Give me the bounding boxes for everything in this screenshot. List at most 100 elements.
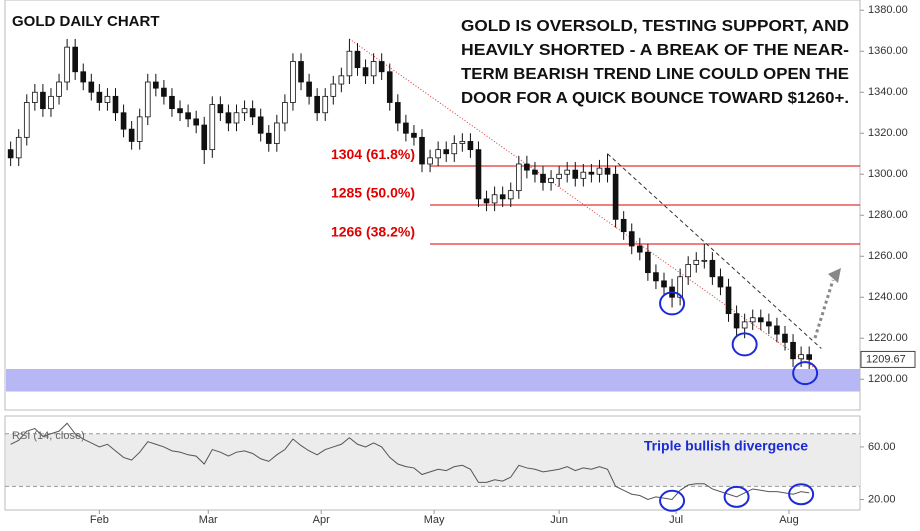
candle-body <box>806 354 813 360</box>
candle-body <box>443 149 450 155</box>
candle-body <box>612 173 619 220</box>
candle-body <box>766 321 772 327</box>
candle-body <box>274 122 280 144</box>
y-tick-label: 1340.00 <box>868 86 908 98</box>
candle-body <box>653 272 659 282</box>
y-tick-label: 1220.00 <box>868 332 908 344</box>
candle-body <box>588 171 595 175</box>
x-tick-label: Aug <box>779 514 799 526</box>
x-tick-label: Jul <box>669 514 683 526</box>
rsi-label: RSI (14, close) <box>12 430 85 442</box>
candle-body <box>556 173 562 179</box>
annotation: GOLD IS OVERSOLD, TESTING SUPPORT, AND <box>461 18 849 35</box>
fib-label: 1285 (50.0%) <box>331 185 415 201</box>
candle-body <box>306 81 312 97</box>
highlight-circle <box>792 361 819 386</box>
candle-body <box>153 81 159 89</box>
x-tick-label: Mar <box>199 514 218 526</box>
candle-body <box>169 95 175 110</box>
annotation: TERM BEARISH TREND LINE COULD OPEN THE <box>461 66 849 83</box>
chart-title: GOLD DAILY CHART <box>12 13 160 30</box>
candle-body <box>144 81 151 118</box>
candle-body <box>435 149 441 159</box>
candle-body <box>596 167 603 175</box>
candle-body <box>370 61 377 77</box>
annotation: DOOR FOR A QUICK BOUNCE TOWARD $1260+. <box>461 90 849 107</box>
candle-body <box>56 81 62 97</box>
candle-body <box>693 259 700 265</box>
candle-body <box>330 83 337 97</box>
candle-body <box>394 102 401 124</box>
candle-body <box>532 169 538 175</box>
candle-body <box>209 104 216 151</box>
candle-body <box>499 194 506 200</box>
highlight-circle <box>731 332 758 357</box>
candle-body <box>48 95 54 110</box>
candle-body <box>40 91 46 110</box>
candle-body <box>64 46 70 83</box>
candle-body <box>128 128 135 142</box>
bounce-arrow-head <box>828 268 841 283</box>
candle-body <box>475 149 482 200</box>
candle-body <box>80 71 87 83</box>
candle-body <box>23 102 30 138</box>
candle-body <box>467 141 474 151</box>
candle-body <box>774 325 780 335</box>
candle-body <box>451 143 458 155</box>
highlight-circle <box>659 291 686 316</box>
candle-body <box>645 251 651 274</box>
candle-body <box>177 108 183 114</box>
candle-body <box>241 108 248 114</box>
x-tick-label: Feb <box>90 514 109 526</box>
x-tick-label: Jun <box>550 514 568 526</box>
candle-body <box>572 169 579 179</box>
candle-body <box>604 167 611 175</box>
candle-body <box>282 102 288 124</box>
candle-body <box>790 341 796 360</box>
candle-body <box>354 50 361 69</box>
candle-body <box>201 124 208 151</box>
candle-body <box>749 317 756 323</box>
candle-body <box>524 163 530 171</box>
candle-body <box>185 112 191 120</box>
candle-body <box>741 321 748 329</box>
candle-body <box>88 81 95 93</box>
annotation: HEAVILY SHORTED - A BREAK OF THE NEAR- <box>461 42 849 59</box>
candle-body <box>378 61 385 73</box>
candle-body <box>677 276 683 298</box>
candle-body <box>225 112 232 124</box>
y-tick-label: 1200.00 <box>868 373 908 385</box>
candle-body <box>636 245 643 253</box>
rsi-line <box>10 422 810 501</box>
candle-body <box>104 95 111 103</box>
last-price-label: 1209.67 <box>866 353 906 365</box>
fib-label: 1304 (61.8%) <box>331 146 415 162</box>
candle-body <box>427 157 433 165</box>
candle-body <box>112 95 119 114</box>
candle-body <box>507 190 514 200</box>
candle-body <box>564 169 571 175</box>
highlight-circle <box>659 489 686 512</box>
candle-body <box>548 177 554 183</box>
candle-body <box>217 104 224 114</box>
highlight-circle <box>788 483 815 506</box>
candle-body <box>72 46 78 73</box>
candle-body <box>757 317 764 323</box>
candle-body <box>685 264 692 278</box>
candle-body <box>346 50 353 77</box>
candle-body <box>265 132 272 144</box>
candle-body <box>96 91 103 103</box>
candle-body <box>7 149 14 159</box>
y-tick-label: 1360.00 <box>868 45 908 57</box>
last-price-box <box>860 350 916 368</box>
candle-body <box>733 313 740 329</box>
candle-body <box>459 141 466 144</box>
candle-body <box>725 286 732 315</box>
candle-body <box>717 276 724 288</box>
y-tick-label: 1300.00 <box>868 168 908 180</box>
candle-body <box>15 136 22 159</box>
y-tick-label: 1320.00 <box>868 127 908 139</box>
bounce-arrow <box>813 279 835 339</box>
candle-body <box>338 75 345 85</box>
